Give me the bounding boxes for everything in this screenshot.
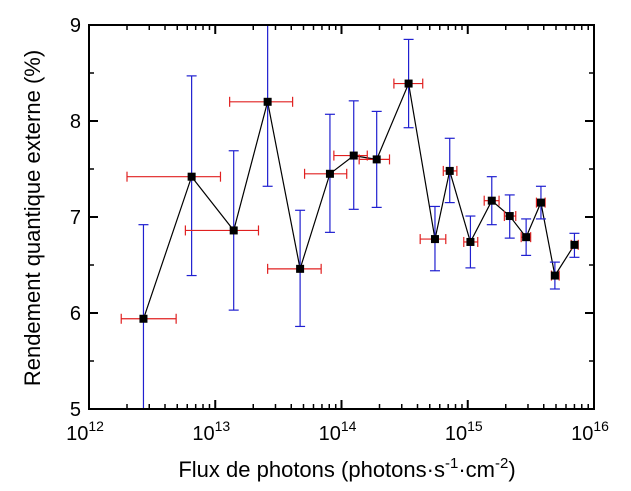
y-tick-label: 5: [70, 399, 81, 421]
x-tick-label: 1012: [66, 418, 104, 445]
data-point: [263, 97, 272, 106]
x-tick-label: 1013: [192, 418, 230, 445]
data-point: [372, 155, 381, 164]
data-point: [325, 169, 334, 178]
series-line: [142, 81, 575, 319]
y-axis-label: Rendement quantique externe (%): [20, 50, 45, 386]
tick-labels: 1012 1013 1014 1015 1016 5 6 7 8 9: [66, 15, 609, 445]
axes: [88, 24, 595, 410]
data-point: [296, 264, 305, 273]
data-point: [550, 271, 559, 280]
data-point: [139, 314, 148, 323]
data-point: [505, 212, 514, 221]
y-tick-label: 6: [70, 303, 81, 325]
x-tick-label: 1014: [319, 418, 357, 445]
x-axis-label: Flux de photons (photons·s-1·cm-2): [178, 455, 515, 482]
x-tick-label: 1015: [445, 418, 483, 445]
data-point: [536, 198, 545, 207]
data-point: [522, 233, 531, 242]
x-tick-label: 1016: [571, 418, 609, 445]
data-point: [466, 237, 475, 246]
data-point: [404, 79, 413, 88]
data-point: [349, 151, 358, 160]
data-point: [229, 226, 238, 235]
data-point: [570, 240, 579, 249]
data-point: [445, 166, 454, 175]
data-point: [187, 172, 196, 181]
y-tick-label: 7: [70, 207, 81, 229]
y-tick-label: 9: [70, 15, 81, 37]
data-point: [487, 196, 496, 205]
y-tick-label: 8: [70, 111, 81, 133]
plot-frame: [88, 24, 595, 410]
data-point: [430, 235, 439, 244]
chart-marks: [120, 24, 580, 410]
